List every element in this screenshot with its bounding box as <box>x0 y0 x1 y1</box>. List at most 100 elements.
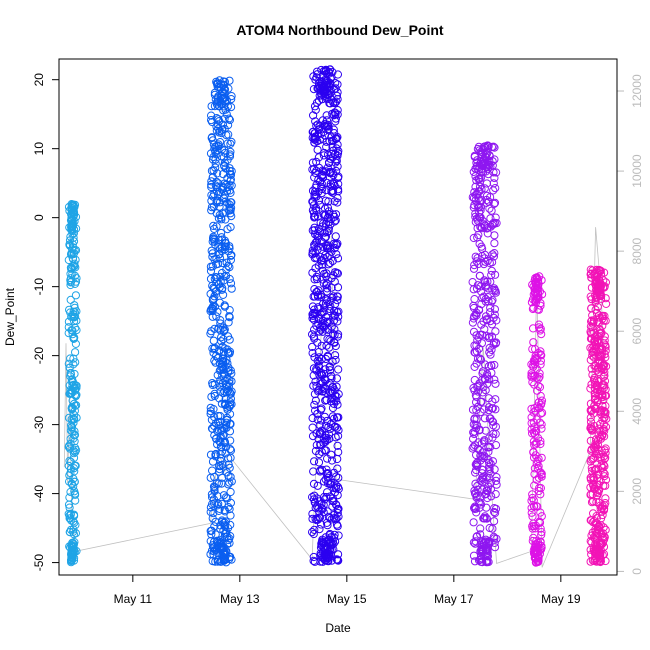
data-point <box>209 405 218 414</box>
data-point <box>598 311 608 320</box>
data-point <box>529 428 539 437</box>
data-point <box>474 142 483 151</box>
data-point <box>588 425 597 434</box>
data-point <box>491 504 501 513</box>
data-point <box>226 410 235 419</box>
data-point <box>475 187 484 196</box>
data-point <box>214 235 223 244</box>
data-point <box>330 386 339 395</box>
data-point <box>490 198 500 207</box>
data-point <box>222 529 231 538</box>
data-point <box>469 428 478 437</box>
data-point <box>213 93 222 102</box>
data-point <box>311 396 320 405</box>
data-point <box>327 215 336 224</box>
data-point <box>538 408 547 417</box>
data-point <box>328 494 337 503</box>
data-point <box>472 284 482 293</box>
data-point <box>326 544 335 554</box>
data-point <box>534 320 544 329</box>
data-point <box>226 147 235 156</box>
data-point <box>316 376 325 385</box>
data-point <box>600 432 609 441</box>
data-point <box>320 148 329 158</box>
data-point <box>308 314 317 323</box>
data-point <box>586 475 596 484</box>
data-point <box>64 509 73 519</box>
data-point <box>65 477 74 486</box>
data-point <box>222 355 231 364</box>
x-tick-label: May 13 <box>220 592 260 606</box>
data-point <box>332 374 341 383</box>
data-point <box>217 516 227 525</box>
data-point <box>325 366 335 375</box>
data-point <box>208 296 217 305</box>
data-point <box>215 128 224 137</box>
plot-frame <box>58 58 618 576</box>
data-point <box>313 494 322 503</box>
data-point <box>537 420 546 429</box>
data-point <box>474 305 483 314</box>
data-point <box>491 441 501 450</box>
data-point <box>477 300 486 309</box>
data-point <box>223 102 232 111</box>
data-point <box>333 269 342 278</box>
data-point <box>308 330 317 339</box>
data-point <box>317 379 326 388</box>
data-point <box>536 508 545 517</box>
data-point <box>308 310 317 319</box>
data-point <box>600 426 609 435</box>
data-point <box>214 411 223 421</box>
data-point <box>324 227 333 236</box>
data-point <box>599 460 608 469</box>
x-tick-label: May 15 <box>327 592 367 606</box>
data-point <box>211 530 220 539</box>
data-point <box>601 294 610 303</box>
data-point <box>216 138 225 147</box>
data-point <box>218 342 227 351</box>
data-point <box>325 480 335 489</box>
data-point <box>537 398 546 408</box>
data-point <box>317 80 326 89</box>
data-point <box>217 125 227 134</box>
data-point <box>588 319 598 328</box>
data-point <box>333 317 342 326</box>
data-point <box>308 528 317 537</box>
data-point <box>326 302 335 311</box>
data-point <box>209 202 218 211</box>
data-point <box>486 485 495 494</box>
data-point <box>225 76 234 85</box>
data-point <box>226 498 235 507</box>
data-point <box>471 182 480 191</box>
data-point <box>476 476 485 485</box>
data-point <box>225 274 234 284</box>
data-point <box>226 394 235 403</box>
data-point <box>308 302 317 311</box>
data-point <box>208 500 217 509</box>
data-point <box>333 70 342 79</box>
data-point <box>224 348 233 357</box>
data-point <box>65 441 74 450</box>
data-point <box>591 340 600 349</box>
data-point <box>327 374 336 383</box>
data-point <box>220 521 229 530</box>
data-point <box>475 271 484 280</box>
data-point <box>208 557 217 566</box>
y-tick-label: -20 <box>32 347 46 365</box>
data-point <box>214 499 223 508</box>
data-point <box>226 445 235 454</box>
data-point <box>483 370 492 379</box>
data-point <box>326 307 335 316</box>
data-point <box>483 149 492 158</box>
data-point <box>473 281 482 290</box>
data-point <box>593 445 602 454</box>
data-point <box>215 101 224 111</box>
data-point <box>315 421 324 430</box>
data-point <box>597 312 607 321</box>
data-point <box>321 396 330 405</box>
data-point <box>68 226 77 235</box>
data-point <box>598 431 607 440</box>
data-point <box>485 332 494 341</box>
data-point <box>310 557 319 566</box>
data-point <box>316 325 325 334</box>
